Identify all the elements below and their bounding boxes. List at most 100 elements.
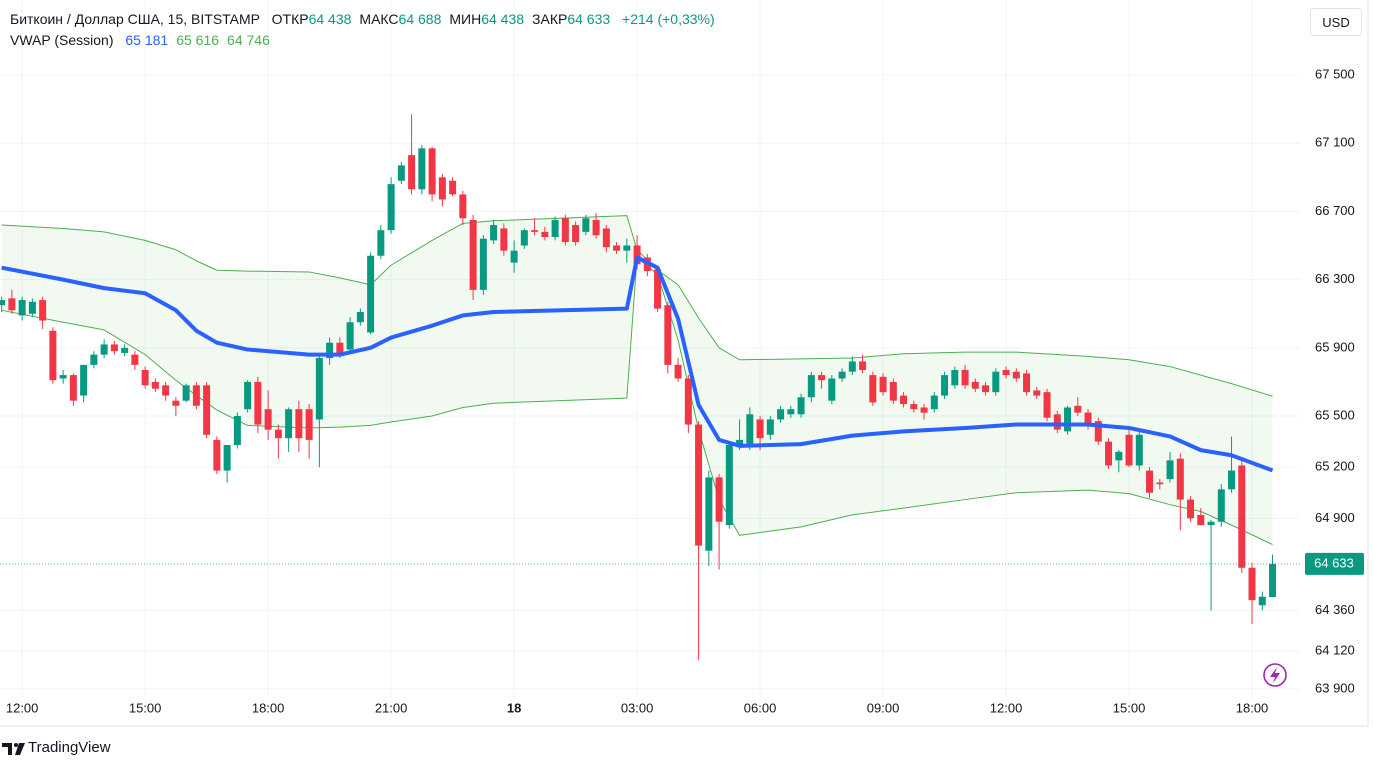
candle-body bbox=[233, 416, 241, 446]
candle-body bbox=[315, 358, 323, 420]
candle-body bbox=[1043, 392, 1051, 418]
candle-body bbox=[941, 375, 949, 396]
ohlc: ОТКР64 438 МАКС64 688 МИН64 438 ЗАКР64 633 bbox=[264, 11, 611, 27]
candle-body bbox=[1207, 521, 1215, 526]
candle-body bbox=[1064, 407, 1072, 432]
candle-body bbox=[910, 404, 918, 410]
candle-body bbox=[736, 439, 744, 446]
candle-body bbox=[469, 219, 477, 290]
candle-body bbox=[69, 375, 77, 401]
candle-body bbox=[356, 312, 364, 323]
candle-body bbox=[1002, 369, 1010, 376]
candle-body bbox=[387, 184, 395, 231]
x-tick-label: 15:00 bbox=[1113, 700, 1146, 715]
indicator-values: 65 181 65 616 64 746 bbox=[117, 32, 269, 48]
candle-body bbox=[1238, 465, 1246, 568]
candle-body bbox=[90, 354, 98, 365]
currency-button[interactable]: USD bbox=[1310, 8, 1362, 36]
y-tick-label: 65 200 bbox=[1315, 459, 1355, 474]
alert-icon[interactable] bbox=[1263, 663, 1287, 687]
brand-logo bbox=[2, 743, 25, 755]
indicator-value: 64 746 bbox=[227, 32, 270, 48]
change: +214 (+0,33%) bbox=[622, 11, 715, 27]
candle-body bbox=[1012, 371, 1020, 379]
candle-body bbox=[428, 148, 436, 195]
brand: TradingView bbox=[28, 739, 111, 756]
candle-body bbox=[1228, 470, 1236, 490]
indicator-name: VWAP (Session) bbox=[10, 32, 114, 48]
candle-body bbox=[305, 409, 313, 440]
candle-body bbox=[848, 361, 856, 372]
candle-body bbox=[244, 381, 252, 410]
candle-body bbox=[1269, 563, 1277, 598]
candle-body bbox=[285, 409, 293, 439]
candle-body bbox=[1084, 412, 1092, 425]
ohlc-label: МИН bbox=[449, 11, 482, 27]
candle-body bbox=[879, 376, 887, 393]
candle-body bbox=[592, 219, 600, 236]
candle-body bbox=[664, 305, 672, 365]
candle-body bbox=[1115, 451, 1123, 461]
axes: 67 500 67 100 66 700 66 300 65 900 65 500 65 2… bbox=[6, 66, 1364, 715]
candle-body bbox=[490, 225, 498, 241]
vwap-band-fill bbox=[1, 215, 1273, 545]
candle-body bbox=[807, 375, 815, 398]
candle-body bbox=[377, 230, 385, 256]
y-tick-label: 63 900 bbox=[1315, 680, 1355, 695]
y-tick-label: 67 100 bbox=[1315, 135, 1355, 150]
candle-body bbox=[828, 378, 836, 401]
indicator-value: 65 181 bbox=[125, 32, 169, 48]
candle-body bbox=[479, 238, 487, 290]
y-tick-label: 66 300 bbox=[1315, 271, 1355, 286]
x-tick-label: 09:00 bbox=[867, 700, 900, 715]
candle-body bbox=[623, 245, 631, 251]
candle-body bbox=[920, 407, 928, 413]
y-tick-label: 65 500 bbox=[1315, 407, 1355, 422]
candle-body bbox=[449, 180, 457, 195]
candle-body bbox=[500, 228, 508, 251]
symbol: Биткоин / Доллар США, 15, BITSTAMP bbox=[10, 11, 260, 27]
candle-body bbox=[510, 250, 518, 263]
candle-body bbox=[367, 255, 375, 333]
candle-body bbox=[725, 445, 733, 526]
candle-body bbox=[141, 369, 149, 386]
candle-body bbox=[110, 344, 118, 352]
candle-body bbox=[1105, 441, 1113, 466]
indicator-value: 65 616 bbox=[176, 32, 220, 48]
candle-body bbox=[777, 409, 785, 420]
candle-body bbox=[1166, 460, 1174, 480]
candle-body bbox=[18, 300, 26, 316]
candle-body bbox=[1156, 482, 1164, 485]
candle-body bbox=[182, 385, 190, 401]
candle-body bbox=[121, 347, 129, 353]
candle-body bbox=[787, 409, 795, 415]
candle-body bbox=[889, 381, 897, 401]
candle-body bbox=[408, 155, 416, 190]
candle-body bbox=[39, 300, 47, 321]
candle-body bbox=[8, 298, 16, 311]
candle-body bbox=[971, 381, 979, 389]
vwap-line bbox=[1, 255, 1274, 473]
x-tick-label: 15:00 bbox=[129, 700, 162, 715]
candle-body bbox=[1248, 567, 1256, 601]
candle-body bbox=[1187, 499, 1195, 519]
candle-body bbox=[572, 225, 580, 243]
ohlc-value: 64 633 bbox=[567, 11, 611, 27]
candle-body bbox=[674, 364, 682, 379]
candle-body bbox=[520, 230, 528, 246]
candle-body bbox=[397, 165, 405, 181]
candle-body bbox=[561, 218, 569, 243]
candle-body bbox=[162, 385, 170, 396]
candle-body bbox=[49, 330, 57, 381]
candle-body bbox=[961, 369, 969, 386]
ohlc-label: МАКС bbox=[359, 11, 399, 27]
ohlc-label: ОТКР bbox=[271, 11, 309, 27]
candle-body bbox=[818, 375, 826, 381]
candle-body bbox=[1023, 373, 1031, 393]
y-tick-label: 64 360 bbox=[1315, 602, 1355, 617]
candle-body bbox=[715, 477, 723, 522]
last-price-label: 64 633 bbox=[1314, 555, 1354, 570]
ohlc-value: 64 438 bbox=[481, 11, 525, 27]
candle-body bbox=[705, 477, 713, 551]
